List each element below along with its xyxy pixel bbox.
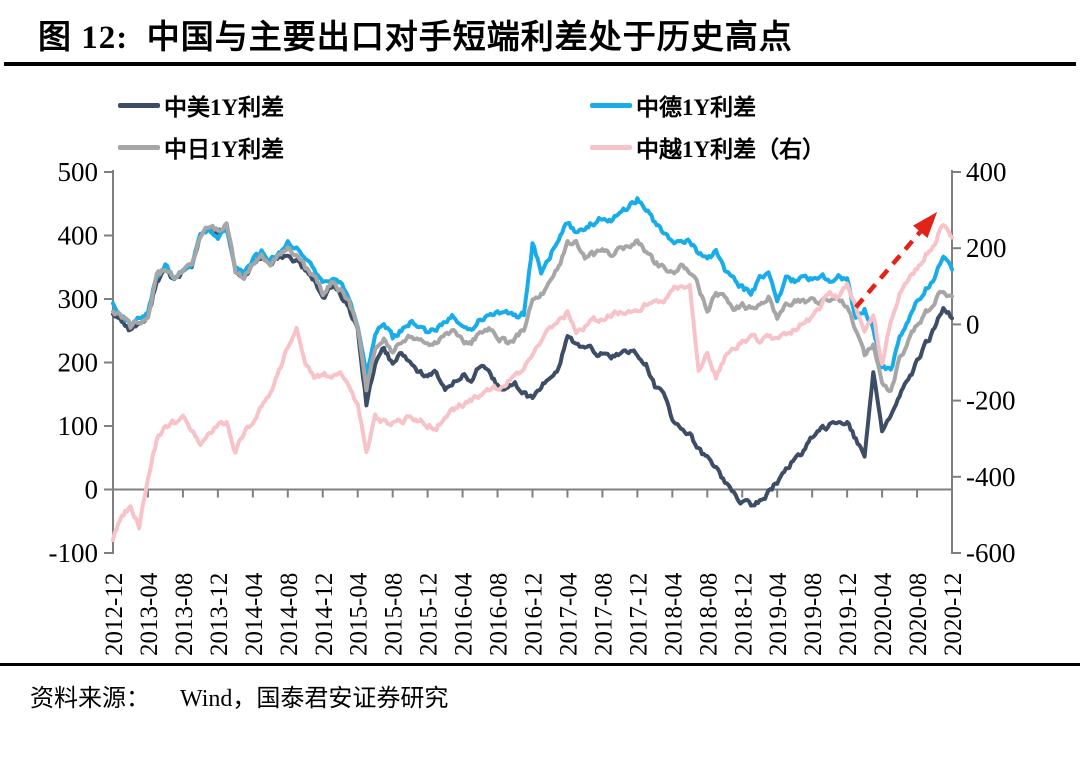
x-axis-tick-label: 2014-12 — [311, 573, 338, 656]
x-axis-tick-label: 2019-08 — [800, 573, 827, 656]
legend-label-cn-jp: 中日1Y利差 — [164, 137, 285, 162]
source-text: Wind，国泰君安证券研究 — [180, 686, 449, 712]
x-axis-tick-label: 2016-04 — [451, 572, 478, 656]
left-axis-tick-label: 400 — [58, 221, 99, 251]
right-axis-tick-label: -200 — [966, 386, 1016, 416]
x-axis-tick-label: 2014-04 — [241, 572, 268, 656]
x-axis-tick-label: 2016-08 — [486, 573, 513, 656]
x-axis-tick-label: 2018-04 — [660, 572, 687, 656]
left-axis-tick-label: 500 — [58, 157, 99, 187]
source-line: 资料来源： Wind，国泰君安证券研究 — [30, 678, 448, 713]
legend-label-cn-de: 中德1Y利差 — [636, 95, 757, 120]
legend-swatch-cn-us — [118, 102, 160, 108]
x-axis-tick-label: 2019-04 — [765, 572, 792, 656]
legend-item-cn-jp: 中日1Y利差 — [118, 134, 284, 162]
x-axis-tick-label: 2020-04 — [870, 572, 897, 656]
annotation-arrow — [854, 212, 938, 309]
right-axis-tick-label: 0 — [966, 309, 980, 339]
source-prefix: 资料来源： — [30, 686, 150, 712]
figure-title: 图 12: 中国与主要出口对手短端利差处于历史高点 — [38, 20, 793, 56]
legend-swatch-cn-jp — [118, 144, 160, 150]
legend-label-cn-vn: 中越1Y利差（右） — [636, 137, 826, 162]
series-line-cn-vn — [111, 223, 954, 543]
x-axis-tick-label: 2013-04 — [136, 572, 163, 656]
axis-labels: 500 400 300 200 100 0 -100 400 200 0 -200 -400 -600 2… — [49, 157, 1016, 656]
legend-label-cn-us: 中美1Y利差 — [164, 95, 285, 120]
x-axis-tick-label: 2014-08 — [276, 573, 303, 656]
source-divider-rule — [0, 663, 1080, 666]
x-axis-tick-label: 2020-12 — [940, 573, 967, 656]
x-axis-tick-label: 2015-12 — [416, 573, 443, 656]
left-axis-tick-label: 0 — [85, 475, 99, 505]
x-axis-tick-label: 2015-04 — [346, 572, 373, 656]
x-axis-tick-label: 2017-08 — [590, 573, 617, 656]
right-axis-tick-label: 200 — [966, 233, 1007, 263]
legend-swatch-cn-vn — [590, 144, 632, 150]
left-axis-tick-label: 300 — [58, 284, 99, 314]
x-axis-tick-label: 2017-04 — [555, 572, 582, 656]
legend-item-cn-us: 中美1Y利差 — [118, 92, 284, 120]
title-divider-rule — [4, 62, 1076, 66]
x-axis-tick-label: 2019-12 — [835, 573, 862, 656]
series-line-cn-de — [111, 196, 954, 380]
legend-item-cn-de: 中德1Y利差 — [590, 92, 756, 120]
arrow-head-icon — [913, 212, 938, 238]
x-axis-tick-label: 2015-08 — [381, 573, 408, 656]
left-axis-tick-label: 100 — [58, 411, 99, 441]
series-line-cn-us — [111, 221, 954, 508]
x-axis-tick-label: 2012-12 — [101, 573, 128, 656]
left-axis-tick-label: -100 — [49, 538, 99, 568]
x-axis-tick-label: 2017-12 — [625, 573, 652, 656]
axes — [104, 170, 961, 554]
x-axis-tick-label: 2018-12 — [730, 573, 757, 656]
x-axis-tick-label: 2016-12 — [521, 573, 548, 656]
x-axis-tick-label: 2013-08 — [171, 573, 198, 656]
legend-item-cn-vn: 中越1Y利差（右） — [590, 134, 825, 162]
x-axis-tick-label: 2018-08 — [695, 573, 722, 656]
right-axis-tick-label: -400 — [966, 462, 1016, 492]
x-axis-tick-label: 2013-12 — [206, 573, 233, 656]
left-axis-tick-label: 200 — [58, 348, 99, 378]
x-axis-tick-label: 2020-08 — [905, 573, 932, 656]
legend-swatch-cn-de — [590, 102, 632, 108]
series-line-cn-jp — [111, 221, 954, 394]
right-axis-tick-label: -600 — [966, 538, 1016, 568]
right-axis-tick-label: 400 — [966, 157, 1007, 187]
